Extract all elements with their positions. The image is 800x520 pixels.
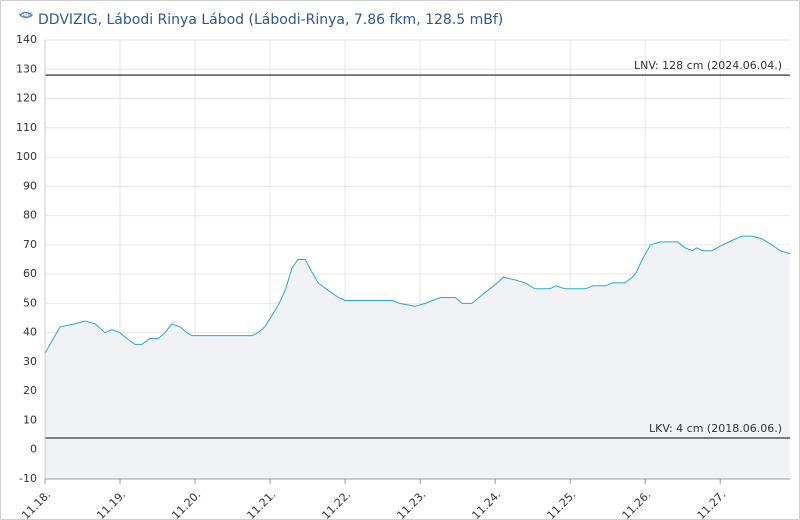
svg-text:VIZIG: VIZIG [19,13,33,19]
logo: VIZIG [19,11,33,19]
chart-title: DDVIZIG, Lábodi Rinya Lábod (Lábodi-Riny… [38,12,503,28]
y-tick-label: 0 [30,443,37,456]
reference-label: LKV: 4 cm (2018.06.06.) [649,422,782,435]
y-tick-label: 140 [16,33,37,46]
y-tick-label: 130 [16,62,37,75]
y-tick-label: 70 [23,238,37,251]
y-tick-label: 40 [23,326,37,339]
y-tick-label: 110 [16,121,37,134]
y-tick-label: 10 [23,413,37,426]
y-tick-label: 80 [23,209,37,222]
line [44,235,791,354]
y-tick-label: 120 [16,92,37,105]
area [45,236,790,479]
y-tick-label: 100 [16,150,37,163]
y-tick-label: -10 [19,472,37,485]
y-tick-label: 50 [23,296,37,309]
y-tick-label: 90 [23,179,37,192]
reference-label: LNV: 128 cm (2024.06.04.) [634,59,782,72]
y-tick-label: 30 [23,355,37,368]
y-tick-label: 20 [23,384,37,397]
y-tick-label: 60 [23,267,37,280]
